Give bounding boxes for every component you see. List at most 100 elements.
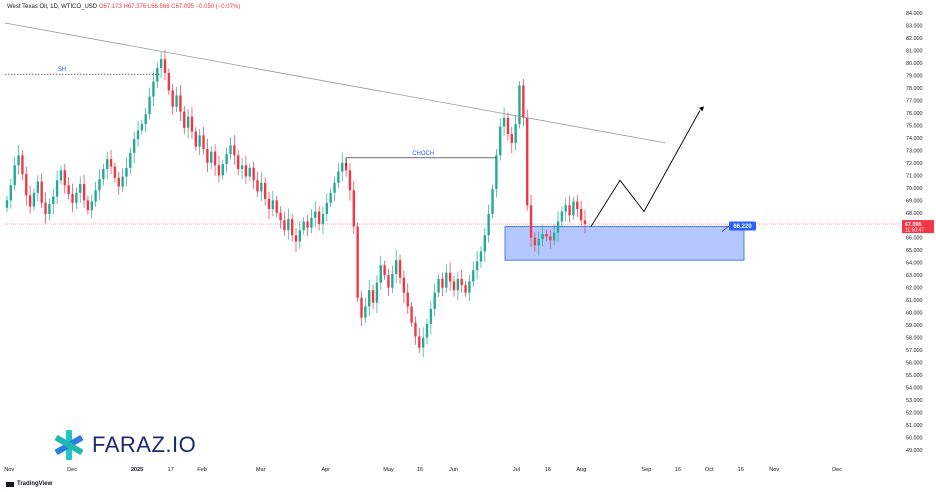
candle-body (364, 306, 367, 318)
candle-body (545, 233, 548, 237)
candle-body (40, 181, 43, 203)
y-tick-label: 64.000 (906, 261, 923, 267)
y-tick-label: 61.000 (906, 298, 923, 304)
x-tick-label: Dec (832, 467, 842, 473)
candle-body (25, 174, 28, 196)
candle-body (556, 221, 560, 233)
y-tick-label: 57.000 (906, 348, 923, 354)
candle-body (472, 270, 475, 282)
candle-body (475, 261, 479, 271)
time-axis[interactable]: Nov Dec 2025 17 Feb Mar Apr May 16 Jun Jul 16 Aug Sep… (4, 467, 842, 473)
y-tick-label: 72.000 (906, 161, 923, 167)
candle-body (59, 170, 63, 181)
x-tick-label: Oct (705, 467, 714, 473)
candle-body (152, 81, 155, 97)
candle-body (341, 162, 344, 172)
candle-body (526, 117, 529, 206)
candle-body (445, 272, 448, 288)
open-value: O67.173 (98, 4, 122, 10)
candle-body (460, 278, 463, 286)
candle-body (75, 192, 78, 203)
target-tag (729, 221, 756, 231)
candle-body (379, 265, 382, 283)
candle-body (421, 337, 425, 348)
candle-body (9, 185, 13, 201)
candle-body (368, 290, 371, 307)
candle-body (17, 155, 20, 166)
candle-body (256, 180, 259, 192)
candle-body (502, 117, 506, 127)
candle-body (183, 111, 186, 128)
y-tick-label: 69.000 (906, 198, 923, 204)
last-price-badge (902, 220, 934, 234)
y-tick-label: 81.000 (906, 48, 923, 54)
candle-body (514, 124, 517, 143)
candle-body (298, 230, 302, 242)
candle-body (398, 260, 402, 278)
x-tick-label: Aug (576, 467, 586, 473)
candle-body (44, 202, 47, 215)
candle-body (394, 260, 398, 274)
y-tick-label: 76.000 (906, 111, 923, 117)
candle-body (229, 145, 232, 155)
candle-body (159, 59, 163, 68)
projection-path (590, 110, 701, 227)
candle-body (402, 277, 406, 293)
y-tick-label: 83.000 (906, 23, 923, 29)
candle-body (86, 200, 90, 211)
x-tick-label: Mar (256, 467, 266, 473)
candle-body (140, 124, 144, 131)
candle-body (233, 145, 236, 156)
candle-body (144, 114, 147, 125)
candle-body (506, 117, 510, 135)
candle-body (495, 155, 498, 190)
close-value: C67.095 (171, 4, 194, 10)
candle-body (113, 166, 117, 178)
candle-body (275, 200, 278, 213)
y-tick-label: 71.000 (906, 173, 923, 179)
candle-body (325, 202, 329, 215)
x-tick-label: Nov (4, 467, 14, 473)
candle-body (13, 165, 16, 186)
candle-body (217, 165, 221, 176)
candle-body (98, 179, 101, 191)
y-tick-label: 59.000 (906, 323, 923, 329)
candle-body (32, 192, 36, 207)
candle-body (491, 189, 494, 215)
candle-body (52, 196, 55, 205)
candle-body (94, 190, 97, 202)
low-value: L66.566 (147, 4, 170, 10)
candle-body (290, 219, 294, 236)
y-tick-label: 50.000 (906, 436, 923, 442)
candle-body (483, 235, 487, 252)
candle-body (221, 164, 224, 176)
candle-body (564, 205, 567, 212)
x-tick-label: 2025 (131, 467, 143, 473)
x-tick-label: 16 (417, 467, 423, 473)
candle-body (541, 233, 544, 239)
candle-body (533, 237, 537, 246)
price-axis[interactable]: 84.000 83.000 82.000 81.000 80.000 79.000 78.0… (902, 11, 934, 454)
tradingview-logo[interactable]: TradingView (6, 481, 52, 487)
target-tag-pointer (721, 225, 730, 232)
candle-body (418, 336, 421, 348)
candle-body (437, 278, 440, 293)
candle-body (456, 278, 460, 291)
y-tick-label: 68.000 (906, 211, 923, 217)
tradingview-label: TradingView (17, 481, 53, 487)
y-tick-label: 66.000 (906, 236, 923, 242)
y-tick-label: 82.000 (906, 36, 923, 42)
candle-body (67, 185, 70, 195)
candle-body (171, 90, 174, 107)
y-tick-label: 51.000 (906, 423, 923, 429)
x-tick-label: 16 (675, 467, 681, 473)
candle-body (263, 182, 267, 200)
candle-body (529, 205, 533, 238)
candle-body (352, 190, 355, 227)
candle-body (28, 195, 32, 207)
candle-body (479, 251, 483, 262)
candle-body (552, 232, 556, 241)
candle-body (425, 323, 429, 338)
x-tick-label: May (383, 467, 394, 473)
